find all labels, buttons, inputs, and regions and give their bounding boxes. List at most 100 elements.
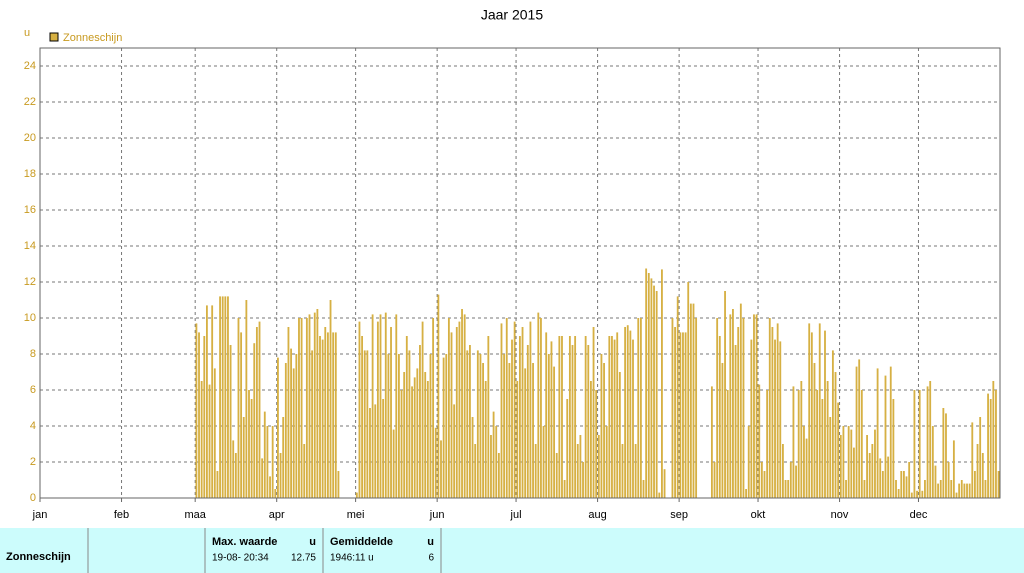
bar bbox=[897, 489, 900, 498]
bar bbox=[319, 336, 321, 498]
bar bbox=[237, 318, 240, 498]
bar bbox=[213, 368, 216, 498]
bar bbox=[860, 390, 863, 498]
bar bbox=[608, 336, 611, 498]
bar bbox=[952, 440, 955, 498]
bar bbox=[813, 363, 816, 498]
bar bbox=[992, 381, 995, 498]
bar bbox=[476, 350, 479, 498]
bar bbox=[363, 350, 366, 498]
bar bbox=[742, 318, 745, 498]
x-tick-label: aug bbox=[588, 509, 606, 521]
bar bbox=[461, 309, 463, 498]
bar bbox=[682, 332, 684, 498]
bar bbox=[945, 413, 947, 498]
bar bbox=[729, 314, 732, 498]
bar bbox=[611, 336, 613, 498]
bar bbox=[234, 453, 237, 498]
bar bbox=[416, 368, 419, 498]
bar bbox=[269, 476, 271, 498]
bar bbox=[497, 453, 500, 498]
bar bbox=[361, 336, 364, 498]
bar bbox=[255, 327, 258, 498]
max-header: Max. waarde bbox=[212, 536, 277, 548]
bar bbox=[463, 314, 466, 498]
y-axis-unit: u bbox=[24, 27, 30, 39]
bar bbox=[655, 291, 658, 498]
bar bbox=[397, 354, 400, 498]
bar bbox=[937, 483, 940, 498]
bar bbox=[755, 314, 758, 498]
bar bbox=[661, 269, 663, 498]
avg-total: 1946:11 u bbox=[330, 553, 374, 564]
bar bbox=[568, 336, 571, 498]
bar bbox=[290, 348, 292, 498]
bar bbox=[474, 444, 477, 498]
plot-frame bbox=[39, 47, 1001, 499]
bar bbox=[250, 399, 253, 498]
bar bbox=[987, 393, 989, 498]
bar bbox=[584, 336, 587, 498]
bar bbox=[824, 330, 826, 498]
bar bbox=[258, 321, 261, 498]
bar bbox=[810, 332, 813, 498]
bar bbox=[787, 480, 790, 498]
bar bbox=[424, 372, 427, 498]
max-value: 12.75 bbox=[291, 553, 316, 564]
bar bbox=[821, 399, 824, 498]
bar bbox=[395, 314, 398, 498]
bar bbox=[976, 444, 979, 498]
bar bbox=[687, 282, 690, 498]
bar bbox=[432, 318, 435, 498]
bar bbox=[313, 312, 316, 498]
bar bbox=[850, 429, 853, 498]
bar bbox=[863, 480, 866, 498]
bar bbox=[816, 390, 819, 498]
bar bbox=[358, 321, 361, 498]
legend-swatch bbox=[49, 32, 59, 42]
bar bbox=[326, 332, 329, 498]
bar bbox=[592, 327, 595, 498]
bar bbox=[329, 300, 332, 498]
bar bbox=[768, 318, 771, 498]
bar bbox=[400, 390, 403, 498]
bar bbox=[931, 426, 934, 498]
bar bbox=[540, 318, 542, 498]
bar bbox=[600, 354, 603, 498]
bar bbox=[455, 327, 458, 498]
bar bbox=[453, 404, 456, 498]
bar bbox=[442, 357, 445, 498]
bar bbox=[205, 305, 208, 498]
max-date: 19-08- 20:34 bbox=[212, 553, 269, 564]
bar bbox=[582, 462, 584, 498]
bar bbox=[781, 444, 784, 498]
bar bbox=[532, 363, 534, 498]
bar bbox=[321, 339, 324, 498]
bar bbox=[518, 336, 521, 498]
bar bbox=[639, 318, 642, 498]
y-tick-label: 18 bbox=[24, 168, 36, 180]
y-tick-label: 4 bbox=[30, 420, 36, 432]
bar bbox=[984, 480, 987, 498]
bar bbox=[571, 345, 574, 498]
bar bbox=[287, 327, 290, 498]
bar bbox=[534, 444, 537, 498]
bar bbox=[900, 471, 903, 498]
y-tick-label: 12 bbox=[24, 276, 36, 288]
bar bbox=[295, 354, 298, 498]
bar bbox=[376, 321, 379, 498]
bar bbox=[526, 345, 529, 498]
x-tick-label: apr bbox=[269, 509, 285, 521]
bar bbox=[440, 440, 442, 498]
x-tick-label: jan bbox=[32, 509, 48, 521]
bar bbox=[513, 321, 516, 498]
bar bbox=[471, 417, 474, 498]
bar bbox=[495, 426, 498, 498]
bar bbox=[924, 480, 926, 498]
bar bbox=[574, 336, 577, 498]
bar bbox=[216, 471, 219, 498]
bar bbox=[732, 309, 734, 498]
bar bbox=[503, 354, 506, 498]
bar bbox=[710, 386, 713, 498]
bar bbox=[916, 490, 918, 498]
